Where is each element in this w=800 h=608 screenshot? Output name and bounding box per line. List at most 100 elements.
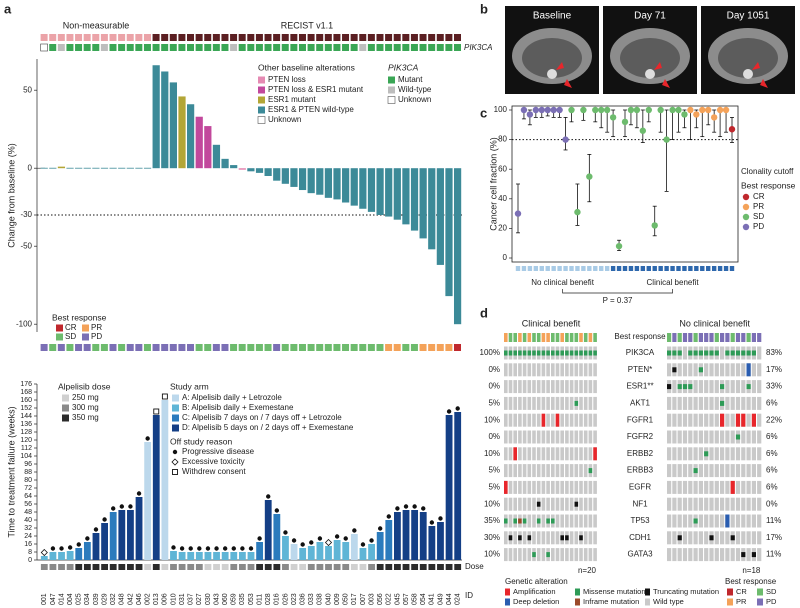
response-cell: [40, 344, 48, 351]
pik3ca-cell: [230, 44, 238, 51]
cell: [593, 413, 597, 427]
y-tick-label: 144: [20, 413, 32, 420]
cell: [546, 413, 550, 427]
response-cell: [693, 333, 698, 342]
pik3ca-cell: [376, 44, 384, 51]
bar: [453, 168, 462, 325]
gene-label: PTEN*: [628, 365, 652, 374]
response-cell: [169, 344, 177, 351]
pct-label: 6%: [766, 449, 778, 458]
benefit-cell: [658, 266, 663, 271]
benefit-cell: [587, 266, 592, 271]
cell: [527, 548, 532, 562]
cell: [714, 380, 719, 394]
dose-cell: [101, 564, 108, 570]
legend-label: ESR1 mutant: [268, 95, 316, 104]
cell: [688, 447, 693, 461]
bar: [376, 168, 384, 215]
row-label: ID: [465, 591, 473, 600]
off-study-marker: [412, 504, 417, 509]
cell: [536, 380, 541, 394]
cell: [730, 497, 735, 511]
x-tick-label: 049: [437, 593, 444, 605]
response-cell: [730, 333, 735, 342]
gene-label: ERBB2: [627, 449, 654, 458]
alteration-cell: [677, 384, 682, 390]
response-cell: [126, 344, 134, 351]
cell: [522, 430, 527, 444]
alteration-cell: [667, 384, 672, 390]
cell: [513, 413, 517, 427]
cell: [546, 430, 550, 444]
recist-cell: [178, 34, 186, 41]
dose-cell: [299, 564, 307, 570]
cell: [682, 363, 688, 377]
recist-cell: [419, 34, 427, 41]
response-cell: [555, 333, 560, 342]
cell: [677, 363, 682, 377]
response-cell: [273, 344, 281, 351]
point: [675, 106, 682, 114]
cell: [741, 514, 746, 528]
alteration-cell: [546, 518, 550, 524]
pik3ca-cell: [402, 44, 410, 51]
pik3ca-cell: [40, 43, 48, 52]
cell: [532, 531, 536, 545]
alteration-cell: [698, 367, 703, 373]
cell: [725, 548, 730, 562]
bar: [359, 548, 367, 560]
response-cell: [720, 333, 725, 342]
pik3ca-cell: [100, 44, 108, 51]
benefit-cell: [646, 266, 651, 271]
response-cell: [57, 344, 65, 351]
cell: [555, 396, 560, 410]
cell: [688, 497, 693, 511]
cell: [593, 464, 597, 478]
cell: [536, 396, 541, 410]
legend-label: Clonality cutoff: [741, 167, 794, 176]
recist-cell: [298, 34, 306, 41]
cell: [504, 380, 508, 394]
x-tick-label: 006: [162, 593, 169, 605]
alteration-cell: [532, 552, 536, 558]
alteration-cell: [688, 350, 693, 356]
response-cell: [187, 344, 195, 351]
y-tick-label: 0: [503, 253, 508, 262]
alteration-cell: [751, 350, 756, 356]
cell: [579, 548, 583, 562]
header-label: RECIST v1.1: [281, 20, 333, 30]
legend-swatch: [727, 588, 733, 596]
cell: [682, 396, 688, 410]
cell: [593, 480, 597, 494]
y-tick-label: 100: [494, 105, 508, 114]
benefit-cell: [569, 266, 574, 271]
cell: [714, 396, 719, 410]
cell: [513, 531, 517, 545]
cell: [757, 396, 762, 410]
cell: [593, 380, 597, 394]
dose-cell: [40, 564, 48, 570]
response-cell: [428, 344, 436, 351]
cell: [522, 531, 527, 545]
cell: [527, 480, 532, 494]
recist-cell: [273, 34, 281, 41]
cell: [527, 380, 532, 394]
alteration-cell: [532, 350, 536, 356]
alteration-cell: [741, 413, 746, 427]
cell: [714, 447, 719, 461]
cell: [751, 497, 756, 511]
x-tick-label: 056: [377, 593, 384, 605]
response-cell: [579, 333, 583, 342]
cell: [720, 497, 725, 511]
cell: [709, 497, 714, 511]
ct-images: Baseline Day 71 Day 1051: [505, 6, 795, 94]
pik3ca-cell: [307, 44, 315, 51]
response-cell: [307, 344, 315, 351]
off-study-marker: [59, 546, 64, 551]
pik3ca-cell: [453, 44, 461, 51]
dose-cell: [135, 564, 143, 570]
pct-label: 0%: [488, 365, 500, 374]
response-cell: [367, 344, 375, 351]
cell: [741, 380, 746, 394]
cell: [672, 396, 677, 410]
